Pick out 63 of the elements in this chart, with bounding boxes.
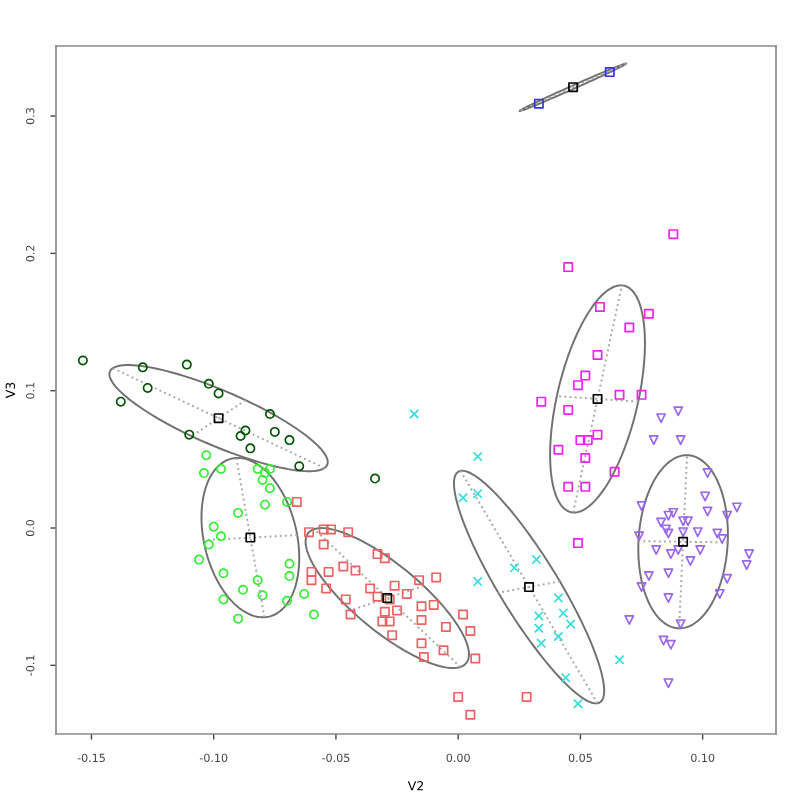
point (673, 406, 684, 417)
point (682, 516, 693, 527)
point (702, 506, 713, 517)
point (678, 536, 689, 547)
point (560, 672, 571, 683)
point (663, 568, 674, 579)
point (722, 510, 733, 521)
point (717, 533, 728, 544)
point (472, 576, 483, 587)
point (660, 524, 671, 535)
point (565, 619, 576, 630)
point (536, 638, 547, 649)
point (614, 654, 625, 665)
point (533, 623, 544, 634)
point (553, 593, 564, 604)
point (712, 528, 723, 539)
point (663, 510, 674, 521)
point (656, 517, 667, 528)
point (675, 435, 686, 446)
point (741, 560, 752, 571)
point (685, 555, 696, 566)
point (245, 532, 256, 543)
point (409, 409, 420, 420)
point (722, 573, 733, 584)
point (678, 516, 689, 527)
point (731, 502, 742, 513)
point (524, 582, 535, 593)
point (531, 554, 542, 565)
point (533, 610, 544, 621)
point (665, 549, 676, 560)
point (472, 488, 483, 499)
point (651, 544, 662, 555)
point (656, 413, 667, 424)
point (558, 608, 569, 619)
point (553, 631, 564, 642)
point (648, 435, 659, 446)
point (624, 615, 635, 626)
point (472, 451, 483, 462)
point (714, 588, 725, 599)
point (636, 582, 647, 593)
point (695, 544, 706, 555)
point (509, 562, 520, 573)
point (673, 544, 684, 555)
point (668, 507, 679, 518)
point (700, 491, 711, 502)
point (643, 571, 654, 582)
point (663, 593, 674, 604)
point (692, 527, 703, 538)
point (533, 98, 544, 109)
point (665, 639, 676, 650)
point (744, 549, 755, 560)
point (458, 492, 469, 503)
point (604, 67, 615, 78)
point (663, 528, 674, 539)
point (634, 531, 645, 542)
point (658, 635, 669, 646)
point (663, 678, 674, 689)
point (572, 698, 583, 709)
point (702, 468, 713, 479)
point (678, 527, 689, 538)
point (636, 501, 647, 512)
point (675, 619, 686, 630)
point (592, 393, 603, 404)
